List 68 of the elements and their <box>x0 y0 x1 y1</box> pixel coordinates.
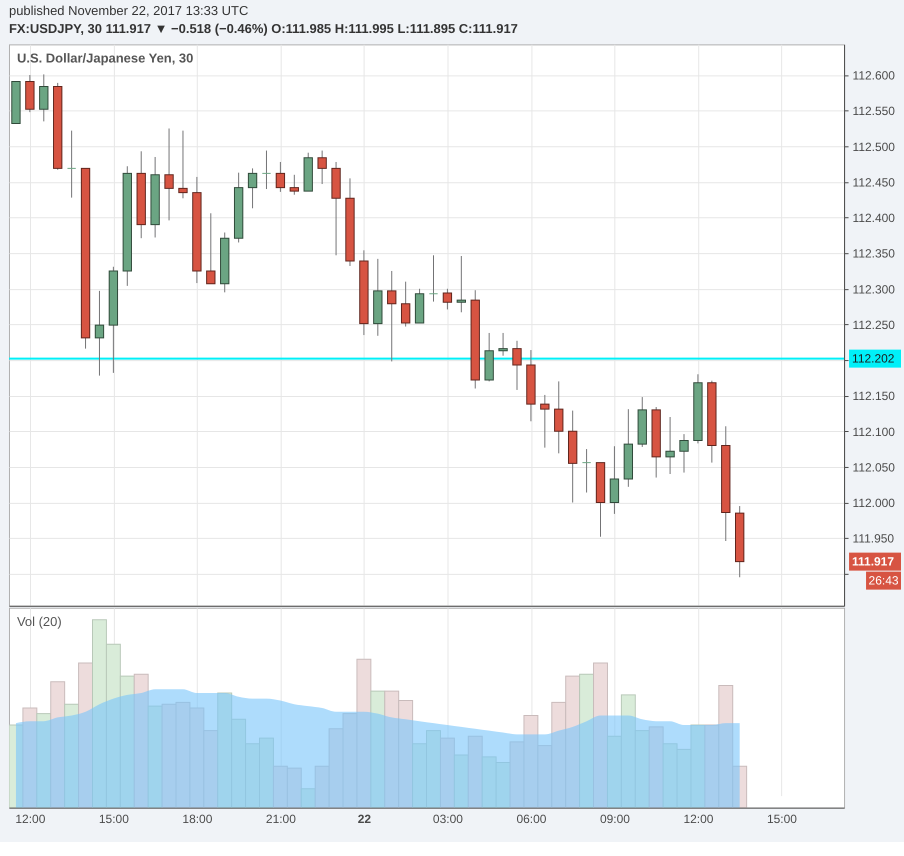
y-tick-label: 112.500 <box>852 140 896 154</box>
x-tick-label: 15:00 <box>98 812 130 826</box>
candlestick <box>512 340 522 390</box>
y-tick-label: 112.600 <box>852 68 896 83</box>
x-tick-label: 21:00 <box>266 812 296 826</box>
candlestick <box>582 448 592 494</box>
y-tick-label: 112.300 <box>852 282 896 296</box>
y-tick-label: 112.550 <box>852 104 896 118</box>
candlestick <box>164 128 174 221</box>
bar <box>36 713 52 808</box>
candlestick <box>554 380 564 454</box>
bar <box>370 690 386 808</box>
y-tick-label: 112.100 <box>852 424 896 439</box>
candlestick <box>94 290 104 376</box>
x-tick-label: 12:00 <box>683 812 714 826</box>
candlestick <box>262 150 272 190</box>
candlestick <box>610 446 620 514</box>
candlestick <box>387 270 396 362</box>
bar <box>148 706 163 808</box>
y-tick-label: 112.450 <box>852 175 896 190</box>
chart-subtitle: FX:USDJPY, 30 111.917 ▼ −0.518 (−0.46%) O:111.985 H:111.995 L:111.895 C:111.917 <box>8 20 518 36</box>
y-tick-label: 112.050 <box>852 460 896 474</box>
text: 111.917 <box>852 554 894 569</box>
y-tick-label: 112.000 <box>852 496 896 510</box>
ref-line-label: 112.202 <box>852 352 895 366</box>
bar <box>648 726 664 808</box>
candlestick <box>276 161 286 192</box>
candlestick <box>679 434 689 474</box>
candlestick <box>317 150 327 185</box>
candlestick <box>498 332 508 356</box>
candlestick <box>39 74 48 122</box>
x-tick-label: 15:00 <box>766 812 798 826</box>
bar <box>593 662 608 808</box>
candlestick <box>428 254 438 302</box>
bar <box>134 674 149 808</box>
bar <box>8 724 24 808</box>
y-tick-label: 112.400 <box>852 211 896 226</box>
candlestick <box>540 394 550 448</box>
bar <box>300 788 316 808</box>
x-tick-label: 12:00 <box>15 812 46 826</box>
x-tick-label: 06:00 <box>516 812 547 826</box>
candlestick <box>66 130 76 198</box>
candlestick <box>456 256 466 313</box>
candlestick <box>206 212 216 284</box>
x-tick-label: 09:00 <box>600 812 630 826</box>
x-tick-label: 03:00 <box>432 812 464 826</box>
candlestick <box>400 281 410 328</box>
bar <box>50 681 66 808</box>
candlestick <box>178 130 188 199</box>
x-tick-label: 22 <box>358 812 372 826</box>
y-tick-label: 111.950 <box>852 532 894 546</box>
candlestick <box>248 168 258 209</box>
bar <box>64 704 80 808</box>
bar <box>579 674 594 808</box>
y-tick-label: 112.350 <box>852 246 896 261</box>
bar <box>454 754 469 808</box>
candlestick <box>290 174 299 196</box>
chart-title: published November 22, 2017 13:33 UTC <box>8 2 248 18</box>
text: 26:43 <box>868 574 899 588</box>
x-tick-label: 18:00 <box>182 812 213 826</box>
y-tick-label: 112.250 <box>852 318 896 332</box>
candlestick <box>442 288 452 310</box>
bar <box>468 736 483 808</box>
y-tick-label: 112.150 <box>852 389 896 404</box>
annotation: U.S. Dollar/Japanese Yen, 30 <box>16 50 194 66</box>
candlestick <box>665 416 675 474</box>
bar <box>78 662 93 808</box>
annotation: Vol (20) <box>16 614 62 629</box>
